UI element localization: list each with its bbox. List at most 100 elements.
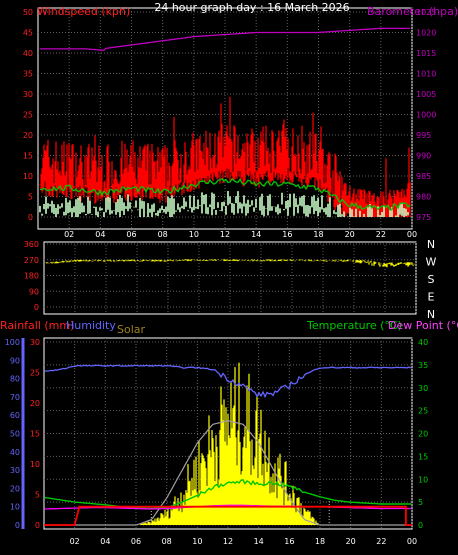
dewpoint-axis-label: Dew Point (°C): [388, 319, 458, 332]
rainfall-tick-label: 5: [35, 491, 40, 500]
solar-max-series: [45, 420, 411, 526]
direction-tick-label: 0: [34, 303, 39, 312]
humidity-series: [44, 364, 412, 399]
lower-x-tick-label: 20: [346, 537, 356, 546]
windspeed-tick-label: 25: [23, 111, 33, 120]
lower-x-tick-label: 06: [131, 537, 141, 546]
wind-x-tick-label: 04: [95, 230, 105, 239]
lower-x-tick-label: 22: [376, 537, 386, 546]
wind-x-tick-label: 06: [126, 230, 136, 239]
solar-axis-label: Solar: [117, 323, 146, 336]
rain-humidity-temp-panel: 0510152025303540010203040506070809010005…: [0, 319, 458, 546]
temperature-tick-label: 10: [418, 475, 428, 484]
barometer-series: [40, 27, 410, 51]
compass-label: N: [427, 308, 435, 321]
rainfall-tick-label: 25: [30, 369, 40, 378]
humidity-tick-label: 0: [15, 521, 20, 530]
direction-tick-label: 270: [24, 256, 39, 265]
windspeed-tick-label: 20: [23, 131, 33, 140]
humidity-tick-label: 90: [10, 356, 20, 365]
windspeed-series: [39, 177, 411, 211]
barometer-tick-label: 995: [416, 131, 431, 140]
gust-series: [39, 96, 411, 217]
graph-title: 24 hour graph day : 16 March 2026: [154, 1, 349, 14]
barometer-tick-label: 1000: [416, 111, 436, 120]
rainfall-series: [44, 505, 412, 526]
humidity-tick-label: 100: [5, 338, 20, 347]
barometer-tick-label: 990: [416, 152, 431, 161]
wind-x-tick-label: 10: [189, 230, 199, 239]
humidity-tick-label: 20: [10, 484, 20, 493]
windspeed-tick-label: 5: [28, 193, 33, 202]
lower-x-tick-label: 18: [315, 537, 325, 546]
temperature-tick-label: 5: [418, 498, 423, 507]
compass-label: E: [428, 291, 435, 304]
windspeed-tick-label: 0: [28, 213, 33, 222]
lower-x-tick-label: 00: [407, 537, 417, 546]
temperature-tick-label: 15: [418, 452, 428, 461]
windspeed-tick-label: 15: [23, 152, 33, 161]
humidity-tick-label: 40: [10, 448, 20, 457]
windspeed-tick-label: 10: [23, 172, 33, 181]
humidity-tick-label: 70: [10, 393, 20, 402]
humidity-tick-label: 10: [10, 503, 20, 512]
wind-x-tick-label: 14: [251, 230, 261, 239]
direction-series: [45, 259, 415, 268]
rainfall-tick-label: 10: [30, 460, 40, 469]
compass-label: W: [426, 256, 437, 269]
wind-x-tick-label: 18: [313, 230, 323, 239]
rainfall-tick-label: 30: [30, 338, 40, 347]
windspeed-tick-label: 50: [23, 8, 33, 17]
barometer-tick-label: 1005: [416, 90, 436, 99]
wind-x-tick-label: 20: [345, 230, 355, 239]
lower-x-tick-label: 08: [162, 537, 172, 546]
barometer-tick-label: 1015: [416, 49, 436, 58]
temperature-tick-label: 40: [418, 338, 428, 347]
barometer-tick-label: 980: [416, 193, 431, 202]
temperature-tick-label: 0: [418, 521, 423, 530]
lower-x-tick-label: 14: [254, 537, 264, 546]
lower-x-tick-label: 10: [192, 537, 202, 546]
temperature-series: [44, 479, 411, 510]
temperature-axis-label: Temperature (°C): [306, 319, 402, 332]
windspeed-tick-label: 40: [23, 49, 33, 58]
rainfall-tick-label: 15: [30, 430, 40, 439]
temperature-tick-label: 35: [418, 361, 428, 370]
wind-x-tick-label: 16: [282, 230, 292, 239]
temperature-tick-label: 25: [418, 407, 428, 416]
barometer-tick-label: 1020: [416, 29, 436, 38]
humidity-tick-label: 50: [10, 430, 20, 439]
rainfall-tick-label: 20: [30, 399, 40, 408]
barometer-tick-label: 1025: [416, 8, 436, 17]
direction-tick-label: 360: [24, 240, 39, 249]
wind-x-tick-label: 22: [376, 230, 386, 239]
wind-x-tick-label: 00: [407, 230, 417, 239]
wind-average-series: [39, 191, 409, 217]
barometer-axis-label: Barometer (hpa): [367, 5, 458, 18]
compass-label: S: [428, 273, 435, 286]
direction-tick-label: 180: [24, 272, 39, 281]
humidity-tick-label: 80: [10, 375, 20, 384]
lower-x-tick-label: 02: [70, 537, 80, 546]
humidity-tick-label: 30: [10, 466, 20, 475]
compass-label: N: [427, 238, 435, 251]
wind-x-tick-label: 08: [158, 230, 168, 239]
temperature-tick-label: 20: [418, 430, 428, 439]
lower-x-tick-label: 04: [100, 537, 110, 546]
wind-x-tick-label: 02: [64, 230, 74, 239]
windspeed-tick-label: 45: [23, 29, 33, 38]
humidity-tick-label: 60: [10, 411, 20, 420]
windspeed-axis-label: Windspeed (kph): [37, 5, 130, 18]
temperature-tick-label: 30: [418, 384, 428, 393]
barometer-tick-label: 975: [416, 213, 431, 222]
wind-x-tick-label: 12: [220, 230, 230, 239]
rainfall-tick-label: 0: [35, 521, 40, 530]
direction-tick-label: 90: [29, 287, 39, 296]
barometer-tick-label: 985: [416, 172, 431, 181]
rainfall-axis-label: Rainfall (mm): [0, 319, 74, 332]
barometer-tick-label: 1010: [416, 70, 436, 79]
